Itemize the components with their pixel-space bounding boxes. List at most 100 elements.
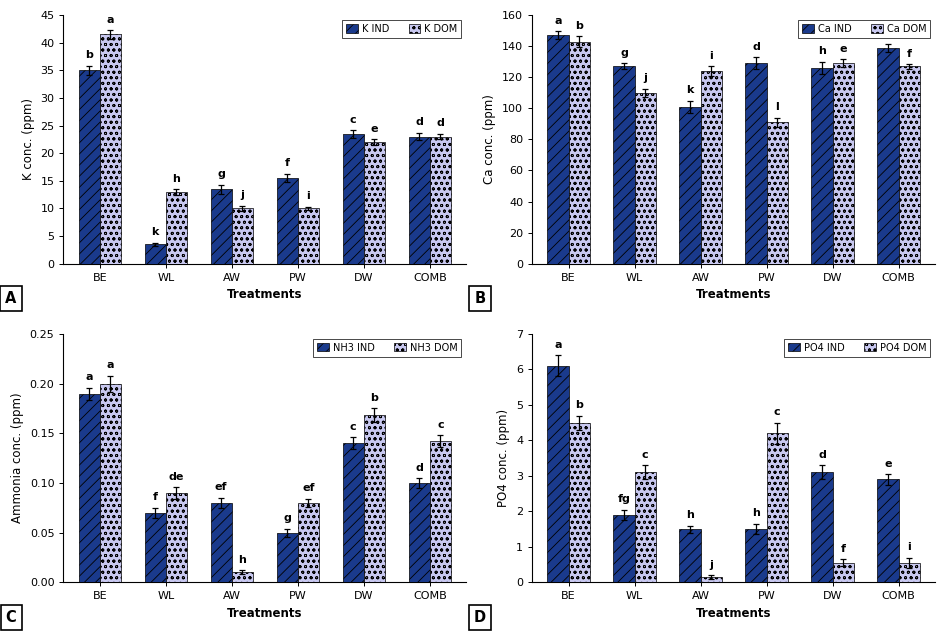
- Text: b: b: [371, 393, 378, 403]
- Text: f: f: [841, 544, 846, 554]
- Text: f: f: [152, 492, 158, 502]
- Legend: NH3 IND, NH3 DOM: NH3 IND, NH3 DOM: [313, 339, 462, 356]
- Bar: [409, 483, 429, 583]
- Bar: [211, 189, 232, 264]
- Text: ef: ef: [215, 482, 227, 492]
- Text: a: a: [107, 15, 114, 25]
- Bar: [679, 529, 701, 583]
- Text: i: i: [907, 542, 911, 552]
- Bar: [99, 34, 121, 264]
- Legend: Ca IND, Ca DOM: Ca IND, Ca DOM: [798, 20, 930, 38]
- Bar: [166, 192, 187, 264]
- Text: B: B: [474, 291, 485, 306]
- Bar: [878, 48, 899, 264]
- Bar: [145, 513, 166, 583]
- Text: a: a: [107, 360, 114, 370]
- Text: h: h: [818, 46, 826, 56]
- Bar: [569, 423, 589, 583]
- Bar: [211, 503, 232, 583]
- Bar: [745, 63, 766, 264]
- Text: j: j: [240, 190, 244, 200]
- Text: l: l: [775, 102, 779, 112]
- Text: a: a: [554, 16, 562, 26]
- Bar: [232, 573, 253, 583]
- Text: c: c: [350, 114, 357, 125]
- Bar: [812, 472, 832, 583]
- Bar: [878, 480, 899, 583]
- Bar: [429, 137, 451, 264]
- Text: j: j: [643, 73, 647, 83]
- Bar: [232, 209, 253, 264]
- Text: g: g: [620, 48, 628, 58]
- Text: d: d: [415, 463, 423, 473]
- Text: c: c: [437, 420, 444, 430]
- Bar: [99, 384, 121, 583]
- Text: b: b: [85, 51, 93, 61]
- Text: b: b: [575, 21, 583, 30]
- Bar: [548, 35, 569, 264]
- Y-axis label: PO4 conc. (ppm): PO4 conc. (ppm): [498, 409, 511, 507]
- Text: c: c: [641, 450, 648, 460]
- Bar: [79, 394, 99, 583]
- Text: fg: fg: [618, 494, 630, 504]
- Bar: [342, 443, 364, 583]
- Text: h: h: [686, 510, 694, 520]
- Bar: [899, 66, 920, 264]
- Bar: [635, 93, 656, 264]
- Text: c: c: [774, 407, 780, 417]
- Bar: [613, 515, 635, 583]
- Text: A: A: [6, 291, 17, 306]
- Text: h: h: [238, 555, 246, 565]
- Bar: [679, 107, 701, 264]
- Text: de: de: [168, 471, 184, 482]
- Y-axis label: K conc. (ppm): K conc. (ppm): [22, 99, 35, 180]
- Bar: [342, 134, 364, 264]
- Bar: [276, 178, 298, 264]
- Text: b: b: [575, 400, 583, 410]
- Bar: [364, 142, 385, 264]
- Legend: K IND, K DOM: K IND, K DOM: [342, 20, 462, 38]
- Bar: [569, 42, 589, 264]
- Text: c: c: [885, 28, 891, 39]
- Bar: [548, 366, 569, 583]
- Bar: [635, 472, 656, 583]
- Bar: [832, 563, 853, 583]
- Bar: [429, 441, 451, 583]
- Text: D: D: [474, 610, 486, 624]
- X-axis label: Treatments: Treatments: [227, 288, 303, 301]
- Text: e: e: [885, 459, 892, 469]
- Text: a: a: [85, 372, 93, 382]
- Text: h: h: [752, 508, 760, 518]
- Bar: [298, 209, 319, 264]
- Bar: [145, 245, 166, 264]
- Text: f: f: [906, 49, 912, 59]
- Bar: [166, 493, 187, 583]
- Bar: [899, 563, 920, 583]
- Y-axis label: Ammonia conc. (ppm): Ammonia conc. (ppm): [11, 393, 24, 523]
- X-axis label: Treatments: Treatments: [227, 607, 303, 620]
- Text: f: f: [285, 158, 289, 168]
- Bar: [613, 66, 635, 264]
- Text: i: i: [307, 191, 310, 201]
- Bar: [766, 434, 788, 583]
- Bar: [409, 137, 429, 264]
- Text: a: a: [554, 340, 562, 349]
- Text: h: h: [172, 174, 181, 184]
- X-axis label: Treatments: Treatments: [696, 288, 771, 301]
- Bar: [701, 577, 722, 583]
- Text: e: e: [371, 124, 378, 134]
- Text: ef: ef: [302, 483, 315, 494]
- Bar: [364, 415, 385, 583]
- Text: g: g: [283, 513, 291, 523]
- Text: e: e: [839, 44, 847, 54]
- Bar: [766, 122, 788, 264]
- Bar: [812, 68, 832, 264]
- Legend: PO4 IND, PO4 DOM: PO4 IND, PO4 DOM: [784, 339, 930, 356]
- Text: k: k: [686, 85, 693, 95]
- Bar: [832, 63, 853, 264]
- Text: d: d: [752, 42, 760, 52]
- Bar: [745, 529, 766, 583]
- Bar: [79, 70, 99, 264]
- Text: d: d: [436, 118, 445, 128]
- Text: k: k: [151, 227, 159, 237]
